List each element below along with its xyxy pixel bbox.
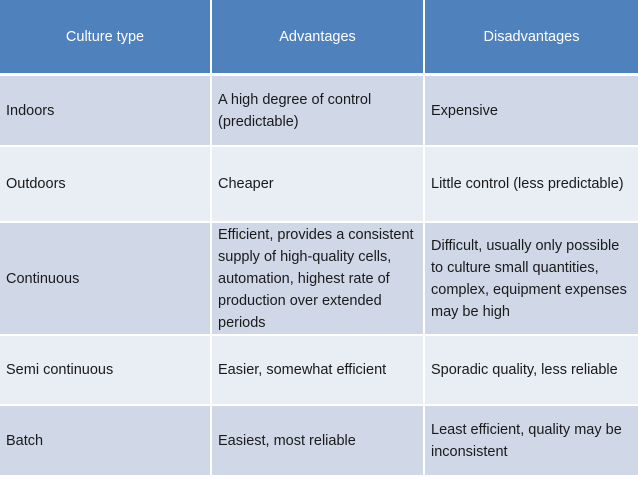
disadvantages-cell: Little control (less predictable) [425, 147, 638, 223]
culture-type-cell: Semi continuous [0, 336, 212, 406]
advantages-cell: Easier, somewhat efficient [212, 336, 425, 406]
table-header: Culture type Advantages Disadvantages [0, 0, 638, 76]
table-row: Batch Easiest, most reliable Least effic… [0, 406, 638, 477]
advantages-cell: Cheaper [212, 147, 425, 223]
disadvantages-cell: Difficult, usually only possible to cult… [425, 223, 638, 336]
header-row: Culture type Advantages Disadvantages [0, 0, 638, 76]
header-advantages: Advantages [212, 0, 425, 76]
advantages-cell: A high degree of control (predictable) [212, 76, 425, 147]
table-row: Semi continuous Easier, somewhat efficie… [0, 336, 638, 406]
culture-type-cell: Continuous [0, 223, 212, 336]
culture-type-cell: Indoors [0, 76, 212, 147]
table-row: Continuous Efficient, provides a consist… [0, 223, 638, 336]
disadvantages-cell: Least efficient, quality may be inconsis… [425, 406, 638, 477]
advantages-cell: Efficient, provides a consistent supply … [212, 223, 425, 336]
header-disadvantages: Disadvantages [425, 0, 638, 76]
table-row: Indoors A high degree of control (predic… [0, 76, 638, 147]
disadvantages-cell: Sporadic quality, less reliable [425, 336, 638, 406]
culture-type-cell: Batch [0, 406, 212, 477]
disadvantages-cell: Expensive [425, 76, 638, 147]
table-row: Outdoors Cheaper Little control (less pr… [0, 147, 638, 223]
table-body: Indoors A high degree of control (predic… [0, 76, 638, 477]
header-culture-type: Culture type [0, 0, 212, 76]
culture-type-cell: Outdoors [0, 147, 212, 223]
advantages-cell: Easiest, most reliable [212, 406, 425, 477]
